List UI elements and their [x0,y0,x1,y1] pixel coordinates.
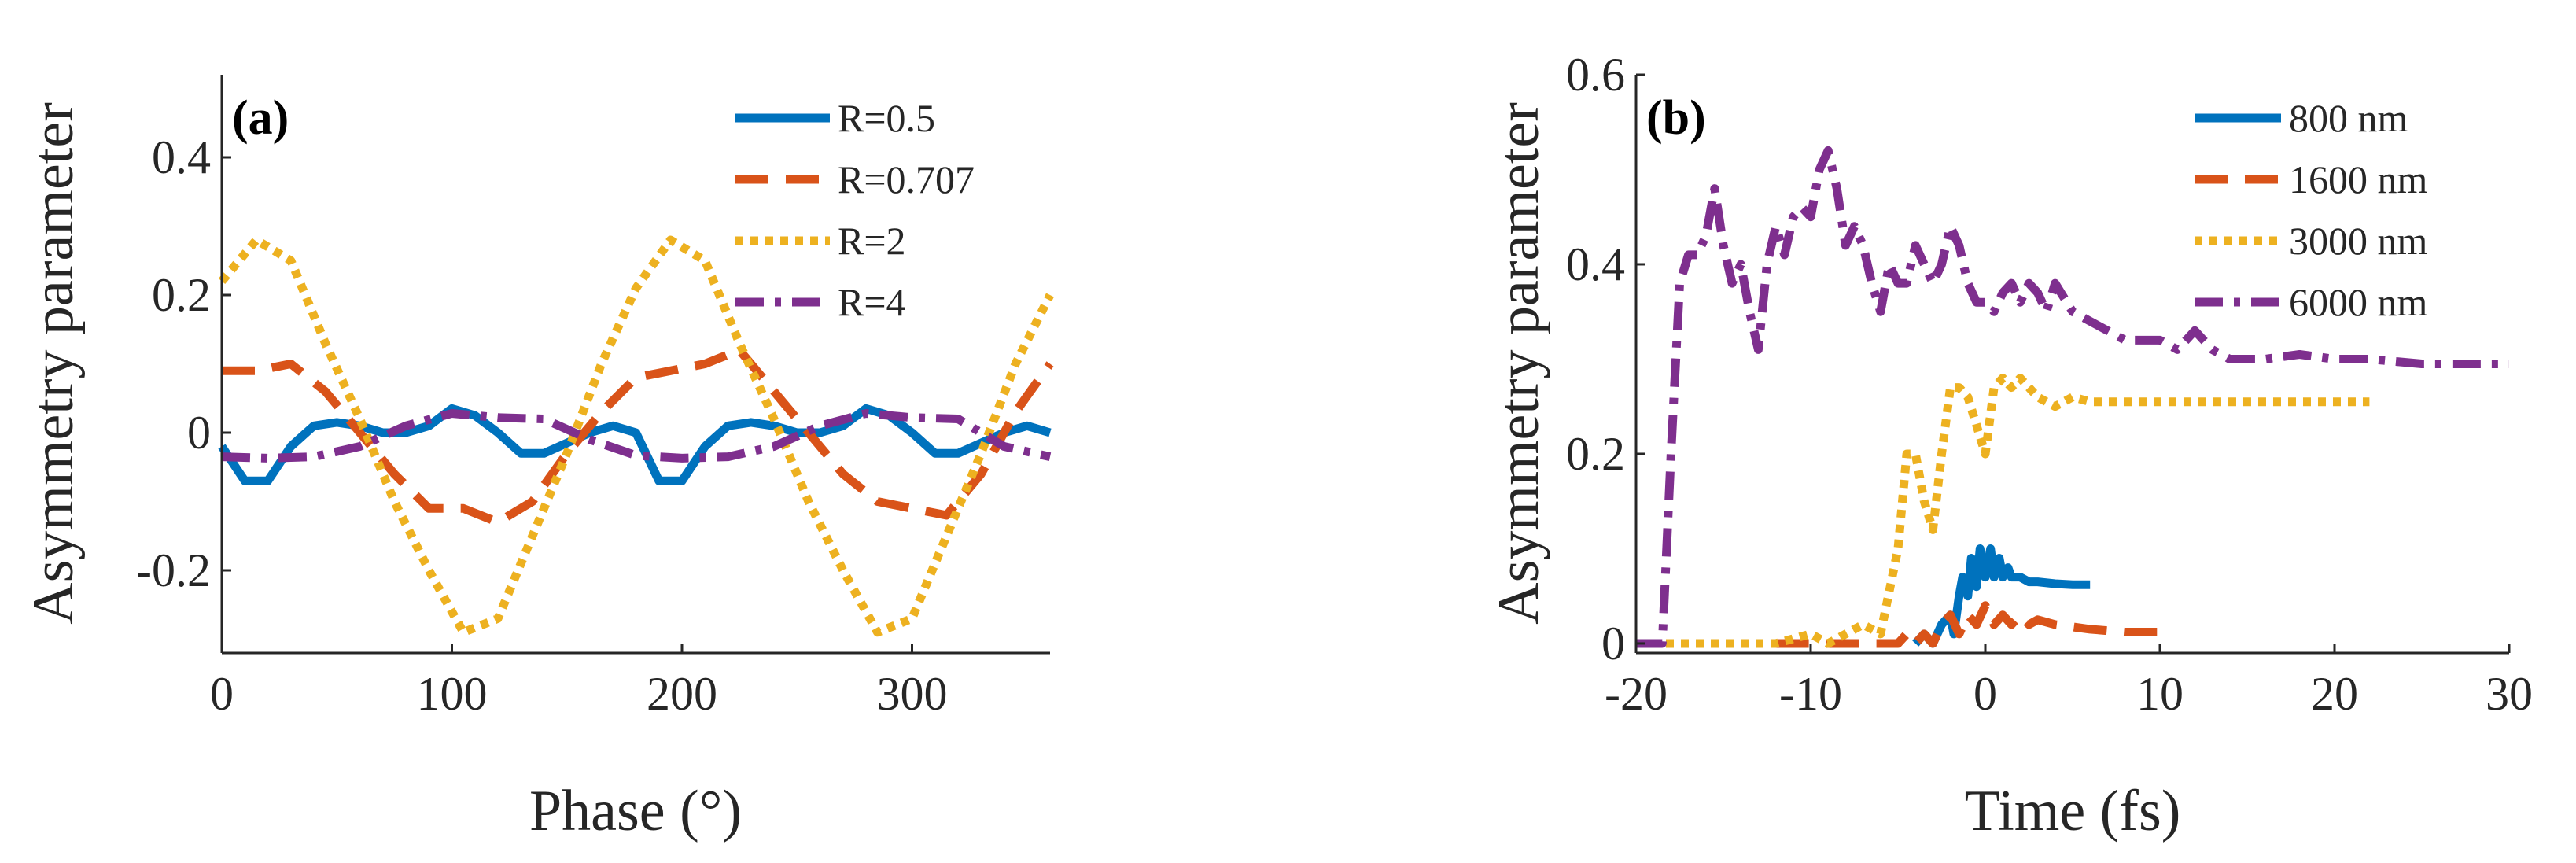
panel-a-series-group [218,235,1054,637]
panel-b-x-tick-label: 10 [2136,668,2184,720]
panel-b-legend-label-1: 800 nm [2289,96,2408,140]
panel-b-plot-area [1636,75,2509,653]
panel-b-legend-label-2: 1600 nm [2289,157,2428,201]
panel-b-series-line-4 [1636,146,2509,648]
panel-a-label: (a) [232,91,289,145]
panel-b-x-tick-label: 20 [2311,668,2358,720]
panel-b-x-tick-label: 0 [1973,668,1997,720]
panel-a-x-tick-label: 100 [417,668,488,720]
panel-b-label: (b) [1646,91,1706,145]
panel-b-legend-label-3: 3000 nm [2289,219,2428,263]
panel-b-x-tick-label: -20 [1605,668,1668,720]
panel-b-legend: 800 nm 1600 nm 3000 nm 6000 nm [2195,96,2428,324]
panel-b-y-tick-label: 0 [1601,618,1625,669]
panel-a-y-tick-label: 0.2 [152,269,211,321]
panel-a-y-tick-label: 0 [187,407,211,459]
panel-a-series-line-3 [218,235,1054,637]
panel-b-y-tick-label: 0.4 [1566,238,1625,290]
panel-a-series-line-2 [222,345,1054,527]
panel-a-x-tick-label: 200 [647,668,717,720]
panel-a-legend-label-1: R=0.5 [838,96,935,140]
panel-b-x-tick-label: 30 [2486,668,2533,720]
panel-a-legend-label-4: R=4 [838,280,906,324]
panel-b-y-axis-label: Asymmetry parameter [1487,102,1551,625]
panel-b-x-tick-label: -10 [1779,668,1842,720]
panel-a-x-axis-label: Phase (°) [529,779,742,843]
panel-a-plot-area [222,75,1050,653]
panel-a-legend-label-2: R=0.707 [838,157,975,201]
panel-a-x-tick-label: 300 [877,668,948,720]
panel-b-series-line-2 [1775,601,2160,648]
panel-a-series-line-4 [221,409,1052,463]
panel-b-axes: -20 -10 0 10 20 30 0 0.2 0.4 0.6 [1566,49,2533,720]
panel-b-chart: -20 -10 0 10 20 30 0 0.2 0.4 0.6 (b) Time (fs) As… [1487,49,2533,843]
panel-a-legend: R=0.5 R=0.707 R=2 R=4 [735,96,975,324]
panel-b-series-group [1636,146,2509,648]
panel-a-legend-label-3: R=2 [838,219,906,263]
panel-b-y-tick-label: 0.2 [1566,428,1625,480]
panel-a-y-tick-label: -0.2 [136,544,211,596]
panel-a-axes: 0 100 200 300 -0.2 0 0.2 0.4 [136,75,1050,720]
panel-b-legend-label-4: 6000 nm [2289,280,2428,324]
panel-a-chart: 0 100 200 300 -0.2 0 0.2 0.4 (a) Phase (°) Asym… [21,75,1054,843]
panel-a-y-tick-label: 0.4 [152,131,211,183]
panel-a-x-tick-label: 0 [210,668,234,720]
panel-b-x-axis-label: Time (fs) [1965,779,2181,843]
panel-a-y-axis-label: Asymmetry parameter [21,102,86,625]
panel-b-y-tick-label: 0.6 [1566,49,1625,101]
